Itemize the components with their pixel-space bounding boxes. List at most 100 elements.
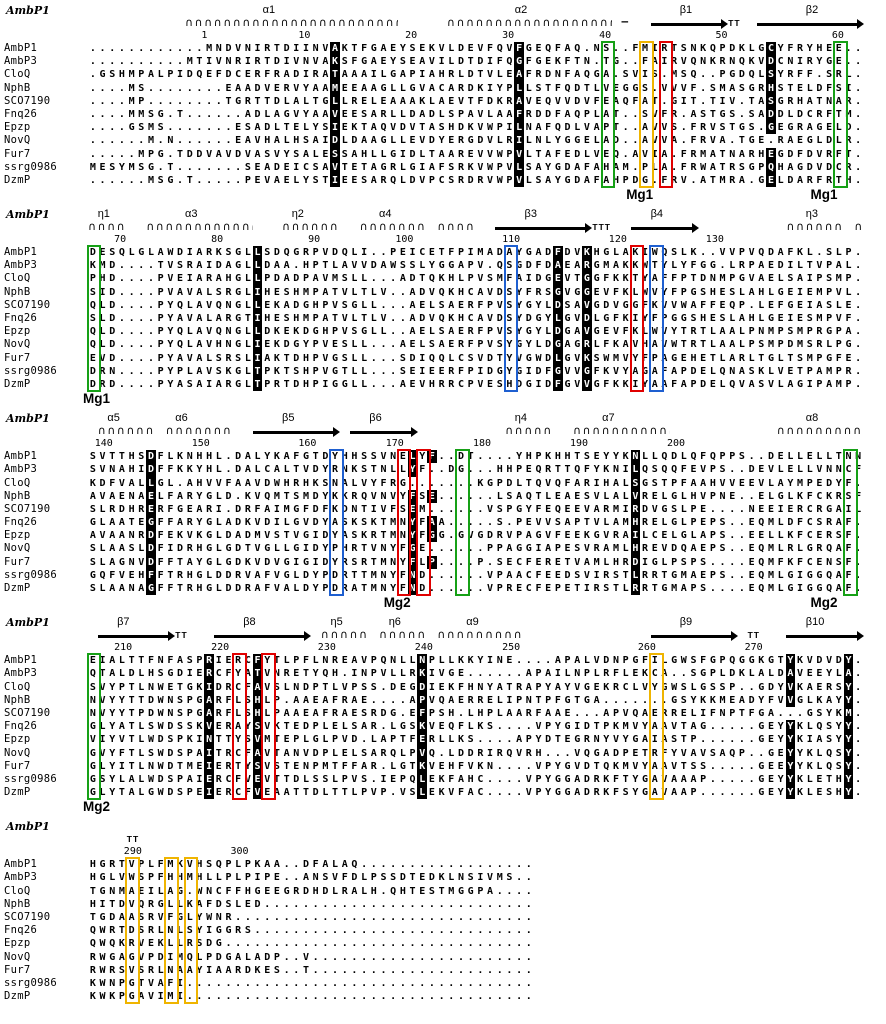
sequence-row: NovQ ...... M. N...... E A V H A L H S A I D L D A A G L L E V D… (4, 134, 886, 148)
sequence-row: Fur7 G L Y I T L N W D T M E I E R T Y S V S T E N P M T F F A R. L G T K V… (4, 759, 886, 773)
residue-number-row: 210 220 230 240 250 260 270 (4, 642, 886, 654)
ss-label-row: AmbP1 η1 α3 η2 α4 β3 β4 η3 (4, 208, 886, 221)
residue-number: 160 (298, 438, 317, 450)
sequence-name: NovQ (4, 338, 31, 351)
strand-arrow (349, 427, 418, 438)
sequence-row: Fnq26 G L A A T E G F F A R Y G L A D K V D I L G V D Y A S K S K T M N Y F… (4, 516, 886, 530)
sequence-name: Fnq26 (4, 107, 38, 120)
sequence-row: CloQ P H D.... P V E I A R A H G L L P D A D P A V M S L L... A D T Q… (4, 272, 886, 286)
ss-glyph-row: ∩∩∩∩∩∩∩∩∩∩∩∩∩∩∩∩∩∩∩∩∩∩∩∩∩∩∩∩∩∩∩∩∩∩∩∩∩∩∩∩… (4, 220, 886, 234)
mg-label-row: Mg2 Mg2 (4, 595, 886, 611)
strand-shaft (650, 634, 732, 638)
sequence-row: NovQ S L A A S L D F I D R H G L G D T V G L L G I D Y P H R T V N Y F G E.… (4, 542, 886, 556)
helix-glyph: ∩∩∩∩∩∩∩∩ (786, 220, 844, 234)
helix-glyph: ∩∩∩∩∩∩∩∩∩∩∩∩∩ (146, 220, 253, 234)
mg-site-label: Mg2 (810, 595, 838, 611)
mg-label-row: Mg1 (4, 391, 886, 407)
ss-label-row: AmbP1 β7 β8 η5 η6 α9 β9 β10 (4, 616, 886, 629)
sequence-row: ssrg0986 K W N P G T V A F I......................… (4, 977, 886, 990)
residue-number: 30 (502, 30, 515, 41)
ss-element-label: β9 (679, 616, 693, 629)
turn-label: TT (728, 18, 741, 28)
residue-number: 80 (211, 234, 224, 246)
ss-element-label: η1 (97, 208, 110, 221)
sequence-row: AmbP3 Q T A L D L H S G D I E R C F Y A T V N R E T Y Q H. I N P V L L R K… (4, 667, 886, 681)
ss-element-label: η5 (330, 616, 343, 629)
helix-glyph: ∩∩∩∩∩∩ (437, 220, 476, 234)
ss-structure-name: AmbP1 (6, 4, 50, 17)
residue-number: 270 (744, 642, 763, 654)
sequence-name: AmbP3 (4, 259, 38, 272)
strand-shaft (97, 634, 170, 638)
ss-element-label: η6 (388, 616, 401, 629)
strand-shaft (631, 226, 694, 230)
sequence-row: DzmP G L Y T A L G W D S P E I E R C F V E A A T T D L T T L P V P. V S L E… (4, 786, 886, 800)
strand-arrow (214, 631, 312, 642)
strand-shaft (495, 226, 587, 230)
strand-arrow (252, 427, 341, 438)
sequence-alignment-figure: AmbP1 α1 α2 β1 β2 ∩∩∩∩∩∩∩∩∩∩∩∩∩∩∩∩∩∩∩∩∩∩∩∩ ∩∩∩… (4, 4, 886, 1005)
residue-number: 230 (317, 642, 336, 654)
helix-glyph: ∩∩∩∩∩∩∩∩∩∩∩ (776, 424, 864, 438)
sequence-row: ssrg0986 G Q F V E H F F T R H G L D D R V A F V G L D Y P D R T T M N Y… (4, 568, 886, 583)
residue-number: 200 (667, 438, 686, 450)
sequence-row: Epzp .... G S M S....... E S A D L T E L Y S I E K T A Q V D V T A… (4, 121, 886, 135)
sequence-name: DzmP (4, 786, 31, 799)
sequence-rows: AmbP1 ............ M N D V N I R T D I I N V A K T F G A E Y S E… (4, 41, 886, 189)
sequence-name: AmbP1 (4, 246, 38, 259)
sequence-name: SCO7190 (4, 911, 51, 923)
sequence-row: AmbP1 E I A L T T F N F A S P R I E R C F Y T L P F L N R E A V P Q N L L N… (4, 654, 886, 668)
helix-glyph: ∩∩∩∩∩∩∩∩∩∩∩∩∩∩∩∩∩∩∩ (446, 16, 612, 29)
ss-element-label: α4 (379, 208, 392, 221)
ss-element-label: α7 (602, 412, 615, 425)
residue-number: 300 (230, 846, 249, 858)
strand-arrowhead (692, 223, 700, 234)
sequence-row: Fur7 R W R S V S R L N A A Y I A A R D K E S.. T.............… (4, 964, 886, 977)
sequence-name: Fur7 (4, 351, 31, 364)
residue-number: 50 (715, 30, 728, 41)
sequence-name: SCO7190 (4, 94, 51, 107)
mg-label-row: Mg2 (4, 799, 886, 815)
ss-label-row: AmbP1 α5 α6 β5 β6 η4 α7 α8 (4, 412, 886, 425)
sequence-name: ssrg0986 (4, 568, 57, 581)
sequence-name: Fur7 (4, 555, 31, 568)
turn-label: TT (175, 630, 188, 641)
sequence-name: Epzp (4, 325, 31, 338)
alignment-block-3: AmbP1 α5 α6 β5 β6 η4 α7 α8 ∩∩∩∩∩∩ ∩∩∩∩∩∩∩ ∩∩∩∩∩ ∩∩∩… (4, 412, 886, 611)
mg-site-label: Mg1 (810, 187, 838, 203)
sequence-row: DzmP K W K P G A V I M I..........................… (4, 990, 886, 1003)
sequence-row: Epzp A V A A N R D F E K V K G L D A D M V S T V G I D Y A S K R T M N Y F G… (4, 529, 886, 543)
ss-element-label: η2 (291, 208, 304, 221)
sequence-name: NphB (4, 897, 31, 910)
helix-glyph: ∩∩∩∩∩∩∩∩∩ (359, 220, 428, 234)
sequence-row: AmbP1 H G R T V P L F M K V H S Q P L P K A A.. D F A L A Q.......… (4, 858, 886, 871)
sequence-name: NovQ (4, 746, 31, 759)
strand-arrowhead (410, 427, 418, 438)
sequence-name: AmbP1 (4, 858, 38, 871)
sequence-row: Fur7 S L A G N V D F F T A Y G L G D K V D V G I G I D Y R S R T M N Y F L P… (4, 555, 886, 569)
residue-number: 110 (502, 234, 521, 246)
strand-shaft (786, 634, 858, 638)
sequence-row: Epzp Q W Q K R V E K L L R S D G......................… (4, 937, 886, 950)
ss-element-label: β1 (679, 4, 693, 16)
ss-element-label: β7 (117, 616, 130, 629)
sequence-name: NphB (4, 285, 31, 298)
turn-label: TTT (592, 222, 611, 233)
sequence-row: NovQ G V Y F T L S W D S P A I T R C F A V T A N V D P L E L S A R Q L P V Q… (4, 746, 886, 760)
sequence-name: Epzp (4, 529, 31, 542)
residue-number: 40 (599, 30, 612, 41)
sequence-name: Epzp (4, 121, 31, 134)
